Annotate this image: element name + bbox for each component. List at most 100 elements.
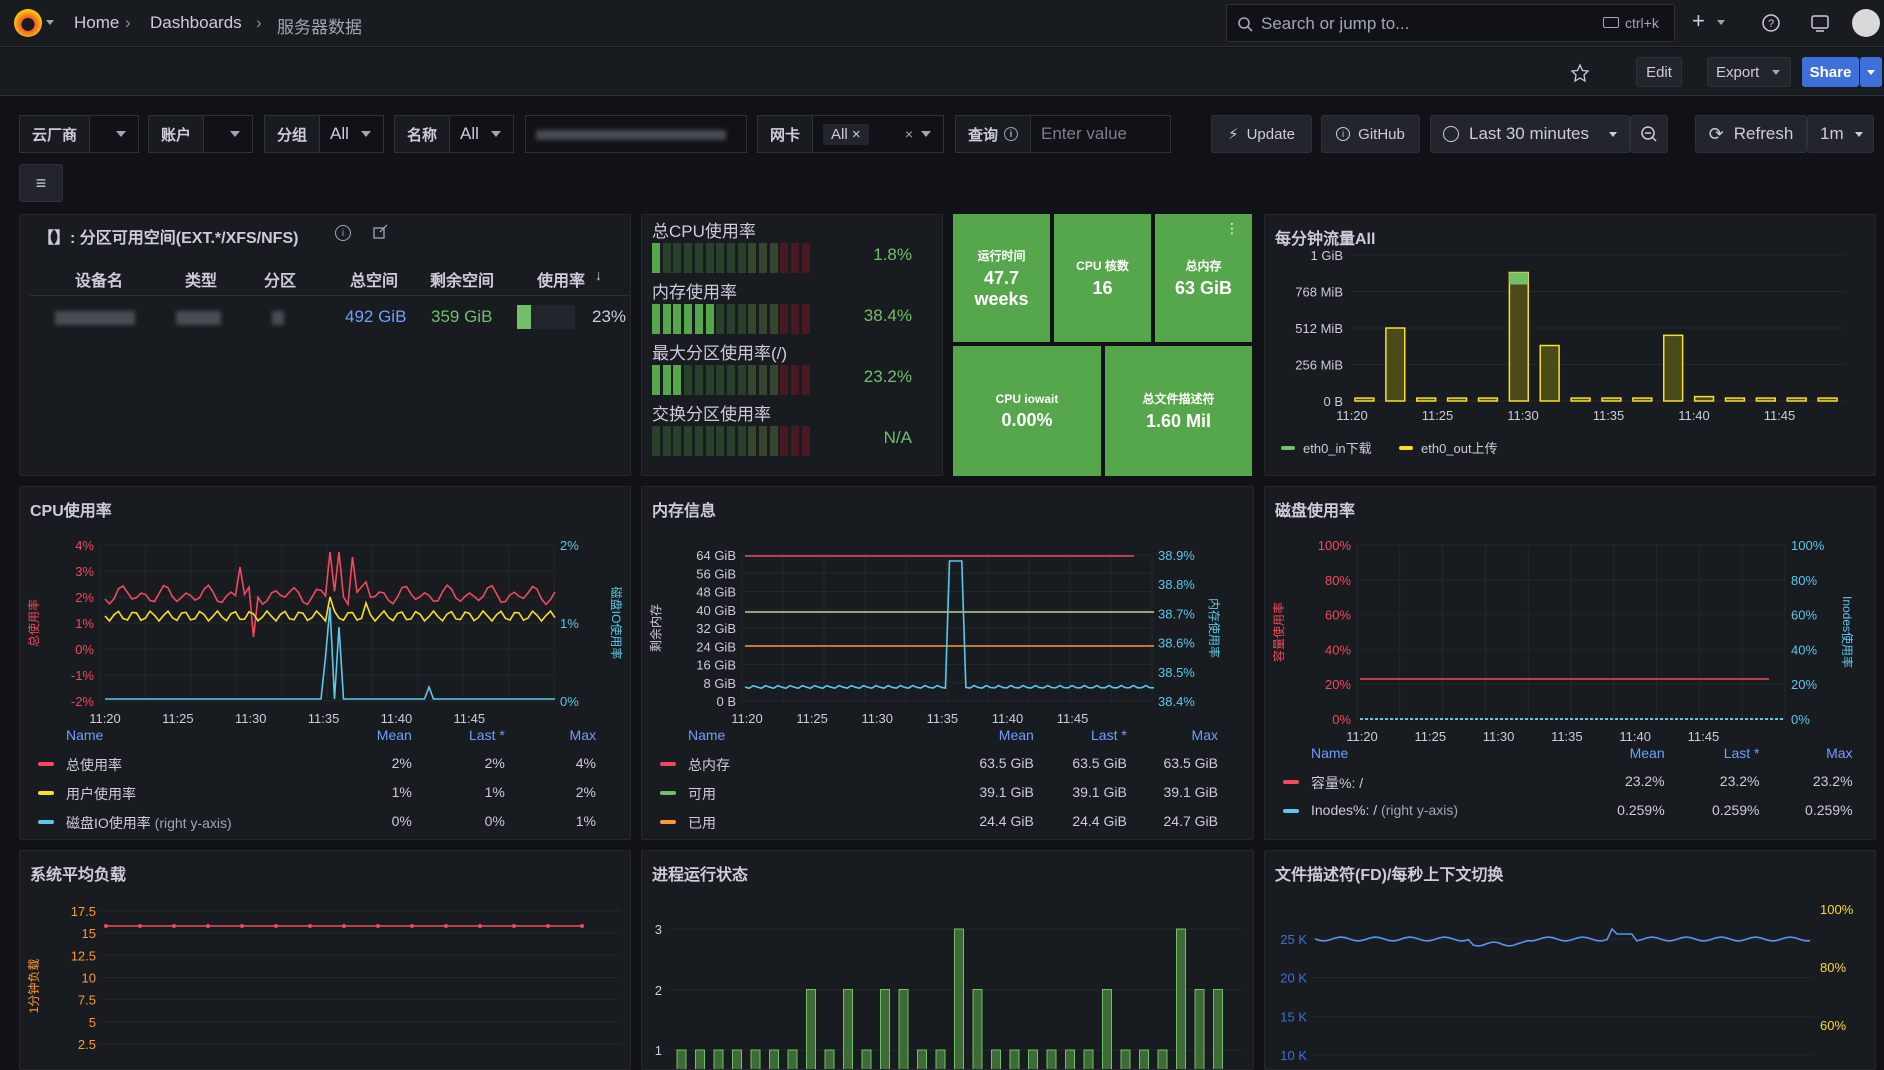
column-header[interactable]: 分区 [264, 267, 296, 291]
gauge-cell [770, 365, 778, 395]
sort-down-icon[interactable]: ↓ [595, 267, 602, 283]
x-tick-label: 11:20 [1336, 408, 1368, 423]
x-tick-label: 11:40 [992, 711, 1024, 726]
search-input[interactable]: Search or jump to... ctrl+k [1226, 4, 1675, 42]
traffic-bar [1633, 398, 1652, 401]
edit-button[interactable]: Edit [1636, 57, 1682, 87]
column-header[interactable]: 剩余空间 [430, 267, 494, 291]
traffic-bar [1417, 398, 1436, 401]
stat-value: 16 [1092, 278, 1112, 299]
column-header[interactable]: 设备名 [75, 267, 123, 291]
news-icon[interactable] [1810, 13, 1830, 33]
process-bar [918, 1050, 927, 1070]
legend-max: 1% [576, 813, 596, 829]
stat-title: 总文件描述符 [1142, 390, 1214, 407]
y-tick-label: 40% [1325, 642, 1351, 657]
legend-header-max: Max [570, 727, 596, 743]
x-tick-label: 11:35 [927, 711, 959, 726]
plus-icon[interactable]: + [1692, 8, 1705, 34]
legend-swatch [660, 762, 676, 766]
info-icon[interactable]: i [335, 225, 351, 241]
column-header[interactable]: 使用率 [537, 267, 585, 291]
y-tick-label: 5 [89, 1015, 96, 1030]
legend-series-name: 磁盘IO使用率 (right y-axis) [66, 813, 232, 833]
y2-tick-label: 60% [1820, 1018, 1846, 1033]
close-icon[interactable]: × [852, 126, 861, 143]
variable-value: All [450, 124, 491, 144]
disk-chart[interactable]: 100%80%60%40%20%0%100%80%60%40%20%0%11:2… [1265, 487, 1876, 745]
legend-last: 1% [485, 784, 505, 800]
y2-tick-label: 100% [1820, 902, 1854, 917]
process-chart[interactable]: 321 [642, 851, 1254, 1070]
legend-max: 23.2% [1813, 773, 1853, 789]
avatar[interactable] [1852, 9, 1880, 37]
y-tick-label: 256 MiB [1295, 358, 1343, 373]
y2-tick-label: 80% [1820, 960, 1846, 975]
legend-label: eth0_out上传 [1421, 441, 1498, 456]
legend-max: 0.259% [1805, 802, 1852, 818]
y-tick-label: 20 K [1280, 971, 1307, 986]
clear-icon[interactable]: × [905, 126, 913, 142]
x-tick-label: 11:25 [796, 711, 828, 726]
variable-cloud-vendor[interactable]: 云厂商 [19, 115, 139, 153]
external-link-icon[interactable] [372, 224, 388, 240]
share-dropdown-button[interactable] [1860, 57, 1882, 87]
share-button[interactable]: Share [1802, 57, 1859, 87]
column-header[interactable]: 类型 [185, 267, 217, 291]
legend-last: 23.2% [1720, 773, 1760, 789]
info-icon[interactable]: i [1004, 127, 1018, 141]
breadcrumb-dashboards[interactable]: Dashboards [150, 13, 242, 33]
gauge-cell [663, 365, 671, 395]
x-tick-label: 11:35 [308, 711, 340, 726]
gauge-cell [780, 304, 788, 334]
legend-series-name: 用户使用率 [66, 784, 136, 804]
y2-tick-label: 38.8% [1158, 577, 1195, 592]
zoom-out-button[interactable] [1630, 115, 1668, 153]
panel-menu-icon[interactable]: ⋮ [1225, 220, 1239, 237]
traffic-bar [1540, 346, 1559, 401]
grafana-logo-icon[interactable] [14, 9, 42, 37]
query-input-placeholder[interactable]: Enter value [1031, 124, 1170, 144]
legend-mean: 1% [392, 784, 412, 800]
gauge-cell [738, 304, 746, 334]
legend-series-name: Inodes%: / (right y-axis) [1311, 802, 1458, 818]
variable-redacted[interactable] [525, 115, 747, 153]
gauge-cell [652, 365, 660, 395]
chevron-down-icon[interactable] [1717, 20, 1725, 25]
legend-mean: 2% [392, 755, 412, 771]
refresh-interval-picker[interactable]: 1m [1807, 115, 1874, 153]
gauge-cell [652, 304, 660, 334]
x-tick-label: 11:20 [1346, 729, 1378, 744]
legend-swatch [38, 820, 54, 824]
menu-button[interactable]: ≡ [19, 164, 63, 202]
variable-label: 网卡 [758, 116, 813, 152]
time-range-picker[interactable]: Last 30 minutes [1430, 115, 1630, 153]
x-tick-label: 11:45 [1688, 729, 1720, 744]
data-point [342, 924, 346, 928]
legend-last: 39.1 GiB [1072, 784, 1126, 800]
y-tick-label: 16 GiB [696, 658, 736, 673]
help-icon[interactable]: ? [1761, 13, 1781, 33]
series-line-io [105, 607, 555, 699]
chevron-down-icon[interactable] [46, 20, 54, 25]
update-button[interactable]: ⚡Update [1211, 115, 1312, 153]
variable-account[interactable]: 账户 [148, 115, 253, 153]
export-button[interactable]: Export [1707, 57, 1791, 87]
gauge-cell [716, 426, 724, 456]
refresh-button[interactable]: ⟳Refresh [1695, 115, 1807, 153]
star-icon[interactable] [1570, 63, 1590, 83]
selected-tag[interactable]: All × [823, 124, 869, 145]
column-header[interactable]: 总空间 [350, 267, 398, 291]
breadcrumb-home[interactable]: Home [74, 13, 119, 33]
traffic-bar [1695, 397, 1714, 401]
